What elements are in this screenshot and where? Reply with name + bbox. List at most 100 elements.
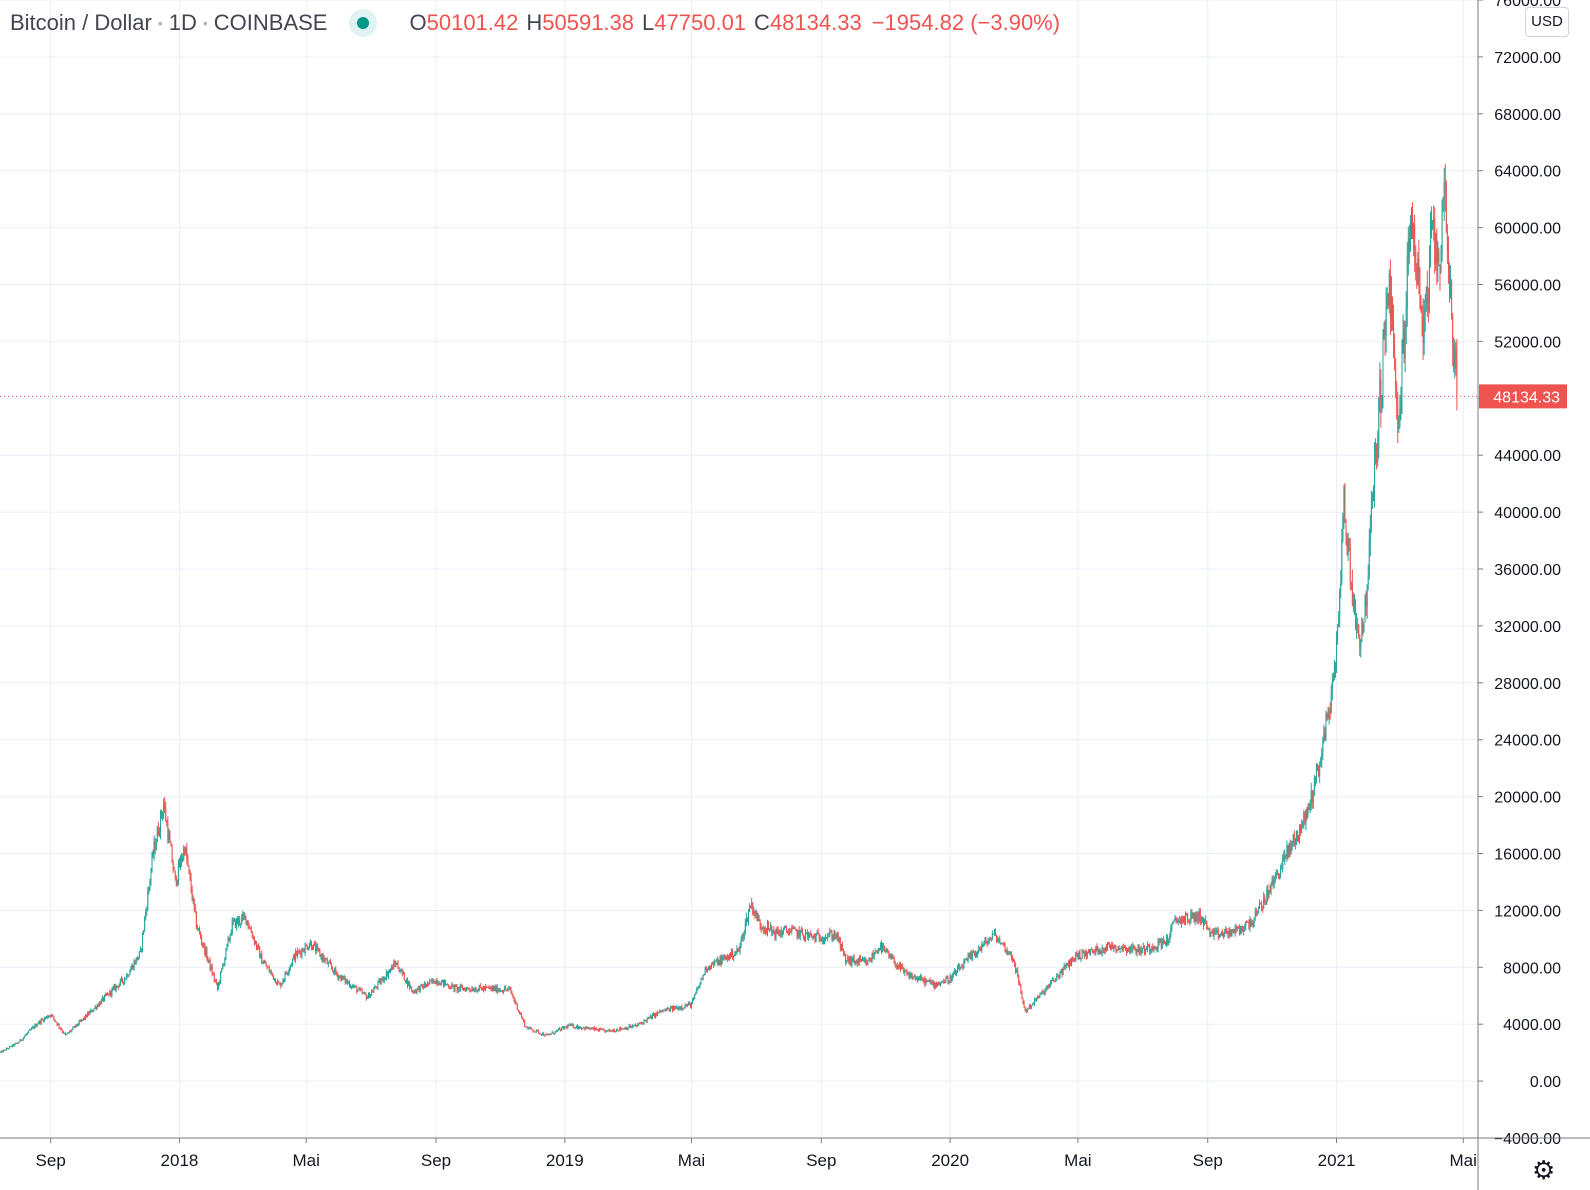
candle-body xyxy=(1281,867,1283,869)
candle-body xyxy=(62,1031,64,1034)
candle-body xyxy=(531,1028,533,1030)
candle-body xyxy=(240,923,242,925)
candle-body xyxy=(437,982,439,984)
candle-body xyxy=(1212,932,1214,937)
price-axis[interactable]: −4000.00 0.00 4000.00 8000.00 12000.00 16000.… xyxy=(1477,0,1567,1190)
candle-body xyxy=(518,1010,520,1014)
candle-body xyxy=(802,934,804,936)
candle-body xyxy=(987,941,989,944)
candle-body xyxy=(664,1009,666,1011)
candle-body xyxy=(1305,809,1307,824)
candle-body xyxy=(541,1034,543,1036)
time-axis[interactable]: Sep 2018 Mai Sep 2019 Mai Sep 2020 Mai Sep 2021 Mai xyxy=(0,1137,1590,1170)
candle-body xyxy=(209,959,211,970)
candle-body xyxy=(1360,639,1362,650)
candle-body xyxy=(1015,964,1017,972)
candle-body xyxy=(1389,272,1391,318)
candle-body xyxy=(283,979,285,981)
candle-body xyxy=(113,985,115,988)
candle-body xyxy=(1104,947,1106,951)
candle-body xyxy=(1159,940,1161,942)
candle-body xyxy=(1039,994,1041,998)
candle-body xyxy=(1346,539,1348,555)
candle-body xyxy=(210,966,212,970)
candle-body xyxy=(393,962,395,970)
candle-body xyxy=(281,983,283,987)
candle-body xyxy=(985,939,987,942)
candle-body xyxy=(259,947,261,959)
candle-body xyxy=(1358,625,1360,636)
candle-body xyxy=(143,930,145,934)
candle-body xyxy=(1284,855,1286,862)
candle-body xyxy=(1344,487,1346,522)
candle-body xyxy=(1375,443,1377,452)
candle-body xyxy=(860,959,862,961)
candle-body xyxy=(1177,919,1179,922)
candle-body xyxy=(614,1031,616,1033)
candle-body xyxy=(1020,985,1022,994)
candle-body xyxy=(1072,957,1074,960)
candle-body xyxy=(1382,335,1384,396)
candle-body xyxy=(866,962,868,965)
candle-body xyxy=(1188,920,1190,922)
candle-body xyxy=(116,985,118,987)
candle-body xyxy=(1416,264,1418,285)
candle-body xyxy=(280,984,282,987)
candle-body xyxy=(333,970,335,974)
candle-body xyxy=(703,974,705,976)
candle-body xyxy=(684,1004,686,1008)
candle-body xyxy=(1319,764,1321,776)
market-status-icon[interactable] xyxy=(349,9,378,37)
interval[interactable]: 1D xyxy=(168,10,197,35)
candle-body xyxy=(1390,296,1392,318)
candle-body xyxy=(1069,960,1071,966)
candle-body xyxy=(731,950,733,958)
candle-body xyxy=(742,934,744,938)
candle-body xyxy=(273,978,275,980)
candle-body xyxy=(1300,824,1302,833)
candle-body xyxy=(749,906,751,912)
candle-body xyxy=(792,928,794,930)
currency-button[interactable]: USD xyxy=(1525,7,1569,37)
candle-body xyxy=(1035,998,1037,1001)
candle-body xyxy=(727,955,729,960)
candle-body xyxy=(1280,867,1282,877)
candle-body xyxy=(148,886,150,892)
candle-body xyxy=(1203,918,1205,926)
candle-body xyxy=(1090,949,1092,953)
candle-body xyxy=(59,1027,61,1029)
low-label: L xyxy=(642,10,655,35)
candle-body xyxy=(253,937,255,944)
candle-body xyxy=(308,945,310,949)
candle-body xyxy=(340,975,342,981)
candle-body xyxy=(753,910,755,914)
gear-icon[interactable]: ⚙ xyxy=(1532,1155,1556,1185)
symbol-name[interactable]: Bitcoin / Dollar xyxy=(10,10,152,35)
candle-body xyxy=(190,877,192,891)
candle-body xyxy=(1306,809,1308,817)
candle-body xyxy=(1234,926,1236,933)
candle-body xyxy=(189,870,191,878)
candle-body xyxy=(248,926,250,929)
candle-body xyxy=(390,969,392,971)
candle-body xyxy=(297,950,299,956)
candle-body xyxy=(1261,903,1263,908)
candle-body xyxy=(1218,934,1220,939)
candle-body xyxy=(484,987,486,990)
candle-body xyxy=(48,1016,50,1018)
candle-body xyxy=(665,1009,667,1011)
x-tick-label: Sep xyxy=(36,1151,66,1170)
candle-body xyxy=(266,966,268,968)
candle-body xyxy=(477,989,479,992)
candle-body xyxy=(670,1006,672,1008)
candle-body xyxy=(706,969,708,971)
candle-body xyxy=(953,970,955,975)
candle-body xyxy=(1058,975,1060,978)
candle-body xyxy=(394,962,396,964)
candle-body xyxy=(332,967,334,971)
candle-body xyxy=(231,920,233,934)
candle-body xyxy=(680,1006,682,1009)
candle-body xyxy=(203,943,205,946)
candle-body xyxy=(1068,960,1070,968)
